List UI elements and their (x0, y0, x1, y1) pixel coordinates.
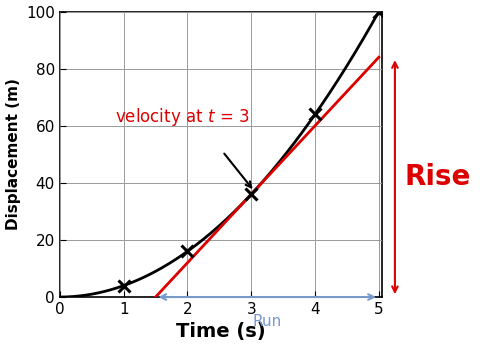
Text: velocity at $t$ = 3: velocity at $t$ = 3 (115, 106, 250, 128)
Text: Run: Run (252, 314, 282, 329)
Y-axis label: Displacement (m): Displacement (m) (6, 78, 21, 230)
X-axis label: Time (s): Time (s) (176, 322, 266, 341)
Text: Rise: Rise (405, 163, 471, 191)
